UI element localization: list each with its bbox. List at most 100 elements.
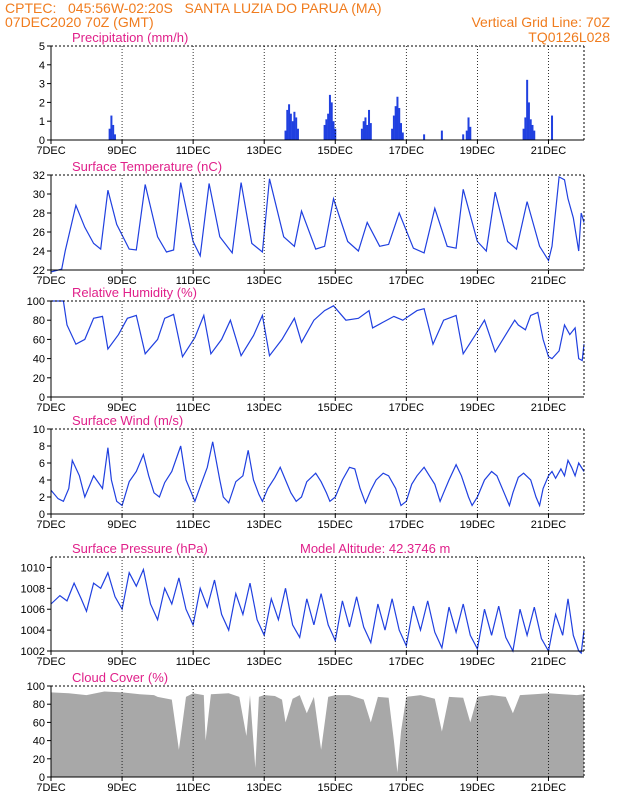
x-tick-label: 17DEC <box>389 145 425 157</box>
series-line <box>50 567 585 655</box>
x-tick-label: 19DEC <box>460 519 496 531</box>
x-tick-label: 13DEC <box>246 656 282 668</box>
y-tick-label: 4 <box>39 60 45 72</box>
precip-bar <box>524 117 527 140</box>
x-tick-label: 15DEC <box>318 656 354 668</box>
x-tick-label: 21DEC <box>531 782 567 794</box>
precip-bar <box>467 117 470 140</box>
precip-bar <box>400 123 403 140</box>
x-tick-label: 7DEC <box>36 402 65 414</box>
series-line <box>50 441 585 508</box>
y-tick-label: 4 <box>39 475 45 487</box>
x-tick-label: 13DEC <box>246 519 282 531</box>
x-tick-label: 7DEC <box>36 275 65 287</box>
header-grid-note: Vertical Grid Line: 70Z <box>471 14 610 30</box>
x-tick-label: 9DEC <box>107 275 136 287</box>
precip-bar <box>291 121 294 140</box>
y-tick-label: 40 <box>33 354 45 366</box>
x-tick-label: 19DEC <box>460 782 496 794</box>
y-tick-label: 0 <box>39 392 45 404</box>
x-tick-label: 13DEC <box>246 145 282 157</box>
precip-bar <box>360 128 363 140</box>
y-tick-label: 28 <box>33 208 45 220</box>
y-tick-label: 20 <box>33 373 45 385</box>
header-date: 07DEC2020 70Z (GMT) <box>5 14 154 30</box>
x-tick-label: 15DEC <box>318 145 354 157</box>
x-tick-label: 11DEC <box>176 275 211 287</box>
precip-bar <box>527 102 530 140</box>
panel-title: Cloud Cover (%) <box>72 670 168 685</box>
y-tick-label: 8 <box>39 441 45 453</box>
y-tick-label: 60 <box>33 717 45 729</box>
x-tick-label: 7DEC <box>36 656 65 668</box>
x-tick-label: 9DEC <box>107 656 136 668</box>
precip-bar <box>394 106 397 140</box>
precip-bar <box>369 123 372 140</box>
x-tick-label: 21DEC <box>531 145 567 157</box>
precip-bar <box>465 130 468 140</box>
y-tick-label: 2 <box>39 492 45 504</box>
y-tick-label: 1 <box>39 116 45 128</box>
precip-bar <box>289 113 292 140</box>
y-tick-label: 24 <box>33 246 45 258</box>
precip-bar <box>396 96 399 140</box>
x-tick-label: 17DEC <box>389 519 425 531</box>
precip-bar <box>391 128 394 140</box>
x-tick-label: 7DEC <box>36 782 65 794</box>
precip-bar <box>364 117 367 140</box>
x-tick-label: 21DEC <box>531 519 567 531</box>
x-tick-label: 19DEC <box>460 145 496 157</box>
precip-bar <box>334 128 337 140</box>
x-tick-label: 13DEC <box>246 275 282 287</box>
y-tick-label: 100 <box>27 296 45 308</box>
series-line <box>50 175 585 273</box>
precip-bar <box>330 102 333 140</box>
x-tick-label: 11DEC <box>176 145 211 157</box>
y-tick-label: 1002 <box>21 646 45 658</box>
precip-bar <box>323 124 326 140</box>
y-tick-label: 22 <box>33 265 45 277</box>
panel-title: Relative Humidity (%) <box>72 285 197 300</box>
y-tick-label: 30 <box>33 189 45 201</box>
x-tick-label: 9DEC <box>107 782 136 794</box>
precip-bar <box>362 121 365 140</box>
y-tick-label: 0 <box>39 135 45 147</box>
x-tick-label: 11DEC <box>176 402 211 414</box>
panel-annotation: Model Altitude: 42.3746 m <box>300 541 450 556</box>
x-tick-label: 13DEC <box>246 782 282 794</box>
precip-bar <box>551 115 554 140</box>
x-tick-label: 13DEC <box>246 402 282 414</box>
precip-bar <box>110 115 113 140</box>
y-tick-label: 80 <box>33 315 45 327</box>
x-tick-label: 19DEC <box>460 275 496 287</box>
x-tick-label: 7DEC <box>36 145 65 157</box>
x-tick-label: 9DEC <box>107 519 136 531</box>
precip-bar <box>368 109 371 140</box>
precip-bar <box>295 117 298 140</box>
panel-title: Surface Pressure (hPa) <box>72 541 208 556</box>
precip-bar <box>533 130 536 140</box>
y-tick-label: 10 <box>33 424 45 436</box>
y-tick-label: 2 <box>39 97 45 109</box>
y-tick-label: 1008 <box>21 583 45 595</box>
precip-bar <box>392 115 395 140</box>
precip-bar <box>293 111 296 140</box>
header-line1: CPTEC: 045:56W-02:20S SANTA LUZIA DO PAR… <box>5 0 382 16</box>
y-tick-label: 5 <box>39 41 45 53</box>
y-tick-label: 60 <box>33 334 45 346</box>
x-tick-label: 17DEC <box>389 656 425 668</box>
precip-bar <box>327 113 330 140</box>
y-tick-label: 3 <box>39 79 45 91</box>
precip-bar <box>522 128 525 140</box>
x-tick-label: 15DEC <box>318 519 354 531</box>
x-tick-label: 17DEC <box>389 782 425 794</box>
precip-bar <box>529 119 532 140</box>
x-tick-label: 17DEC <box>389 402 425 414</box>
precip-bar <box>332 121 335 140</box>
precip-bar <box>401 132 404 140</box>
x-tick-label: 21DEC <box>531 402 567 414</box>
x-tick-label: 17DEC <box>389 275 425 287</box>
y-tick-label: 32 <box>33 170 45 182</box>
precip-bar <box>286 109 289 140</box>
